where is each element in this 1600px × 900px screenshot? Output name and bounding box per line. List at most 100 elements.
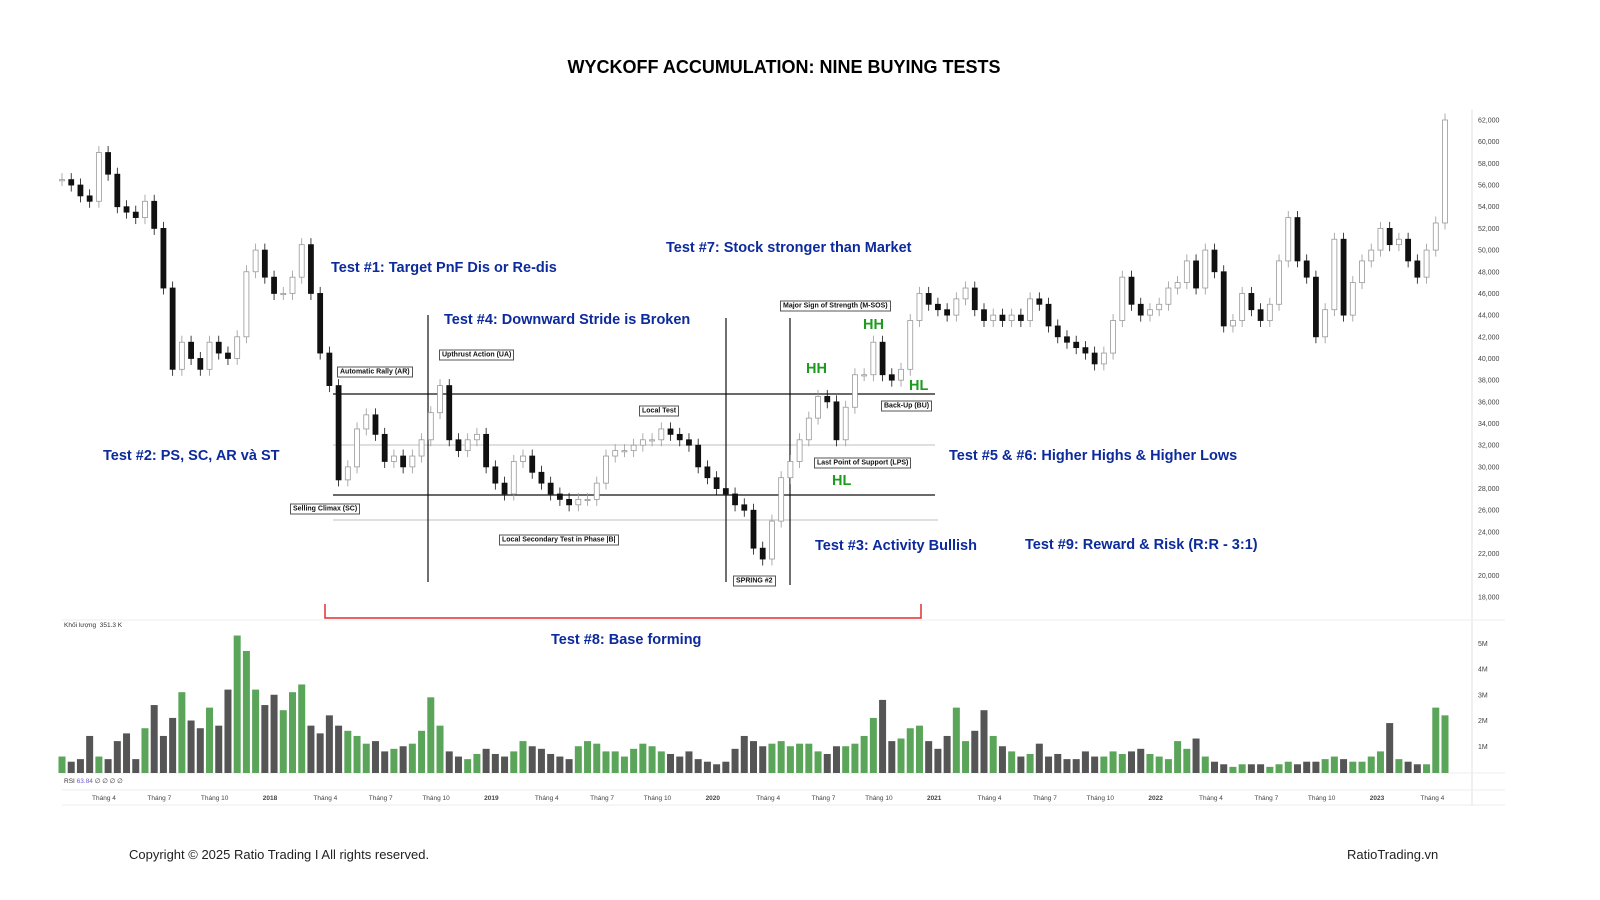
candle-body	[197, 358, 204, 370]
candle-body	[446, 385, 453, 441]
candle	[86, 189, 93, 208]
volume-bar	[1063, 759, 1071, 773]
volume-bar	[445, 751, 453, 773]
volume-tick-label: 1M	[1478, 744, 1488, 751]
candle	[1091, 346, 1098, 371]
candle	[1036, 292, 1043, 311]
candle	[400, 449, 407, 474]
volume-bar	[187, 720, 195, 773]
volume-bar	[242, 650, 250, 773]
candle-body	[391, 455, 397, 462]
candle	[750, 503, 757, 555]
candle-body	[1442, 119, 1448, 224]
candle	[704, 460, 711, 485]
candle	[188, 335, 194, 365]
volume-bar	[860, 735, 868, 773]
volume-bar	[786, 746, 794, 773]
candle	[520, 449, 526, 468]
volume-bar	[943, 735, 951, 773]
candle	[861, 368, 868, 382]
price-tick-label: 32,000	[1478, 443, 1500, 450]
volume-bar	[298, 684, 306, 773]
volume-bar	[344, 730, 352, 773]
time-tick-label: Tháng 7	[369, 795, 393, 802]
candle	[769, 514, 775, 566]
volume-bar	[879, 699, 887, 773]
candle	[1110, 314, 1116, 360]
candle-body	[381, 433, 388, 462]
volume-bar	[436, 725, 444, 773]
candle-body	[805, 417, 812, 441]
candle-body	[1193, 260, 1199, 289]
volume-bar	[989, 735, 997, 773]
candle	[1377, 221, 1384, 257]
candle	[888, 368, 895, 387]
brand-link[interactable]: RatioTrading.vn	[1347, 847, 1439, 862]
candle-body	[612, 450, 619, 457]
time-tick-label: Tháng 4	[313, 795, 337, 802]
candle	[1137, 297, 1144, 322]
volume-bar	[501, 756, 509, 773]
candle-body	[326, 352, 333, 386]
candle	[105, 146, 111, 181]
volume-bar	[95, 756, 103, 773]
candle	[446, 379, 453, 447]
candle-body	[363, 414, 370, 430]
price-tick-label: 38,000	[1478, 378, 1500, 385]
candle-body	[1165, 287, 1172, 305]
candle	[197, 351, 204, 376]
volume-bar	[206, 707, 214, 773]
volume-bar	[740, 735, 748, 773]
volume-bar	[1229, 766, 1237, 773]
volume-bar	[123, 733, 131, 773]
candle	[1423, 243, 1430, 284]
volume-bar	[998, 746, 1006, 773]
candle	[1442, 113, 1448, 230]
candle-body	[483, 433, 490, 468]
candle-body	[759, 547, 766, 560]
volume-bar	[962, 741, 970, 773]
price-tick-label: 28,000	[1478, 486, 1500, 493]
time-tick-label: Tháng 7	[590, 795, 614, 802]
event-local-test: Local Test	[639, 405, 680, 417]
time-tick-label: Tháng 7	[1033, 795, 1057, 802]
volume-tick-label: 3M	[1478, 692, 1488, 699]
candle	[501, 476, 508, 501]
candle-body	[778, 477, 785, 522]
candle-body	[944, 309, 951, 316]
candle-body	[105, 152, 111, 175]
volume-bar	[980, 710, 988, 773]
test-4-label: Test #4: Downward Stride is Broken	[444, 312, 691, 328]
time-tick-label: 2023	[1370, 795, 1385, 802]
volume-bar	[1303, 761, 1311, 773]
candle	[713, 471, 720, 496]
volume-bar	[1293, 764, 1301, 773]
volume-bar	[657, 751, 665, 773]
candle	[990, 308, 997, 328]
volume-bar	[1072, 759, 1080, 773]
candle-body	[593, 482, 600, 500]
volume-bar	[1376, 751, 1384, 773]
volume-bar	[925, 741, 933, 773]
volume-bar	[805, 743, 813, 773]
candle-body	[1202, 249, 1209, 289]
volume-bar	[906, 728, 914, 773]
volume-bar	[418, 730, 426, 773]
volume-bar	[565, 759, 573, 773]
candle	[151, 194, 158, 235]
candle-body	[437, 385, 443, 414]
volume-bar	[215, 725, 223, 773]
candle	[1285, 211, 1292, 268]
candle	[916, 286, 923, 328]
candle	[1082, 341, 1089, 360]
candle-body	[1349, 282, 1356, 316]
time-tick-label: Tháng 10	[1308, 795, 1336, 802]
candle	[344, 460, 351, 487]
volume-bar	[362, 743, 370, 773]
volume-bar	[86, 735, 94, 773]
candle-body	[289, 276, 296, 294]
candle	[759, 541, 766, 566]
candle-body	[520, 455, 526, 462]
candle	[971, 281, 978, 317]
candle-body	[566, 498, 572, 506]
